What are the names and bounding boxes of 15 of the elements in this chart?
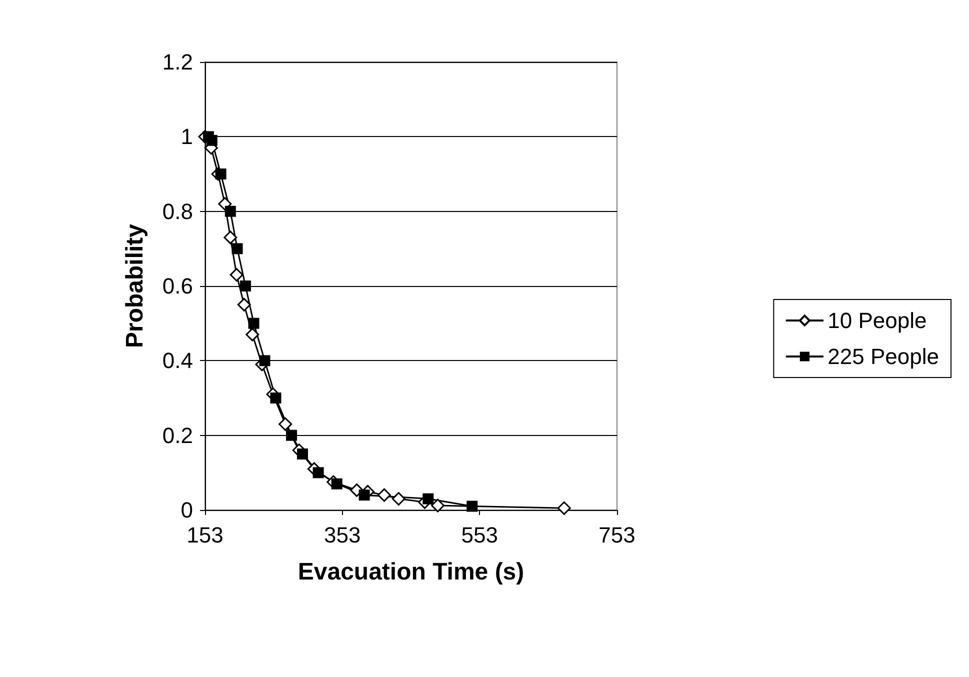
y-tick-label: 0.4: [162, 348, 193, 374]
x-axis-title: Evacuation Time (s): [298, 558, 524, 586]
legend-label: 225 People: [828, 344, 940, 369]
x-tick-label: 153: [186, 522, 224, 548]
x-tick-label: 353: [324, 522, 361, 548]
y-tick-label: 0.6: [162, 274, 193, 298]
y-tick-label: 0: [180, 498, 193, 522]
y-axis-title: Probability: [122, 223, 148, 348]
legend-label: 10 People: [828, 308, 927, 333]
y-tick-label: 0.8: [162, 198, 193, 224]
x-tick-label: 753: [598, 522, 636, 548]
y-tick-label: 1: [180, 124, 193, 150]
y-tick-label: 1.2: [162, 50, 193, 74]
x-tick-label: 553: [461, 522, 498, 548]
y-tick-label: 0.2: [162, 422, 193, 448]
